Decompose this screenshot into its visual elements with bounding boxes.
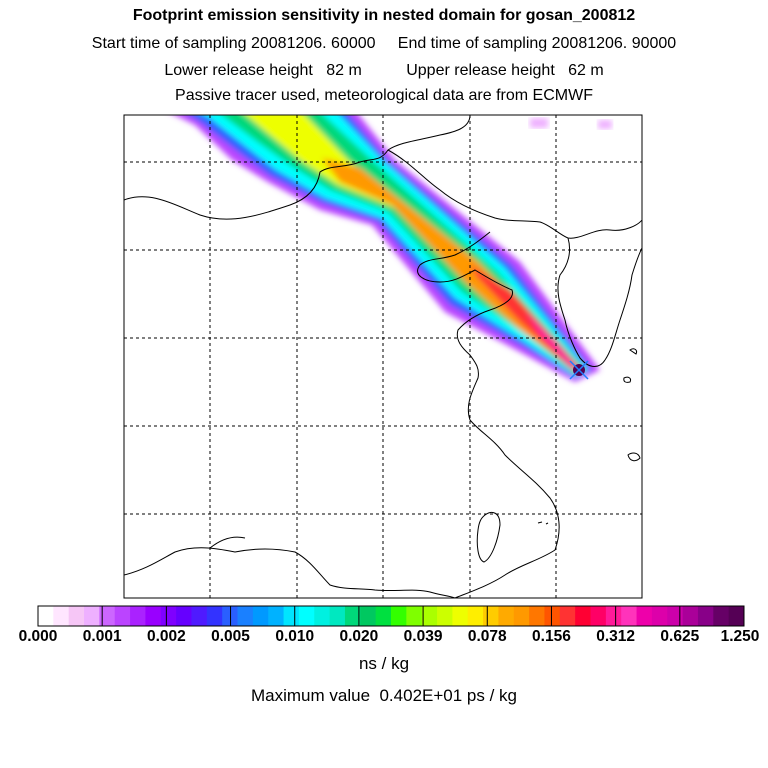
colorbar-swatch <box>160 606 177 626</box>
colorbar-swatch <box>68 606 85 626</box>
title-line-1: Footprint emission sensitivity in nested… <box>132 7 636 24</box>
colorbar-swatch <box>298 606 315 626</box>
colorbar-swatch <box>176 606 192 626</box>
colorbar-swatch <box>252 606 269 626</box>
colorbar-swatch <box>651 606 668 626</box>
plume-band-green <box>221 115 585 374</box>
colorbar-swatch <box>268 606 285 626</box>
colorbar-swatch <box>636 606 653 626</box>
colorbar-swatch <box>513 606 530 626</box>
colorbar-swatch <box>421 606 438 626</box>
colorbar-tick-label: 0.010 <box>275 628 315 645</box>
colorbar-tick-label: 0.002 <box>146 628 186 645</box>
colorbar-swatch <box>375 606 392 626</box>
colorbar-swatch <box>621 606 638 626</box>
colorbar-swatch <box>437 606 453 626</box>
colorbar-tick-label: 0.001 <box>82 628 122 645</box>
colorbar-swatch <box>452 606 469 626</box>
colorbar <box>37 605 745 627</box>
colorbar-swatch <box>206 606 223 626</box>
colorbar-swatch <box>559 606 576 626</box>
colorbar-swatch <box>467 606 484 626</box>
plume-band-yellow <box>246 115 582 372</box>
colorbar-swatch <box>145 606 162 626</box>
colorbar-swatch <box>544 606 561 626</box>
receptor-marker <box>569 360 589 380</box>
colorbar-tick-label: 1.250 <box>720 628 760 645</box>
colorbar-swatch <box>391 606 407 626</box>
plume-speck <box>530 118 548 128</box>
max-value-label: Maximum value 0.402E+01 ps / kg <box>251 686 517 705</box>
plume-layer <box>175 115 612 382</box>
colorbar-swatch <box>53 606 70 626</box>
colorbar-swatch <box>283 606 300 626</box>
colorbar-swatch <box>130 606 146 626</box>
title-line-4: Passive tracer used, meteorological data… <box>175 87 593 104</box>
colorbar-swatch <box>697 606 714 626</box>
colorbar-swatch <box>605 606 622 626</box>
colorbar-swatch <box>682 606 699 626</box>
colorbar-swatch <box>344 606 361 626</box>
colorbar-tick-label: 0.078 <box>467 628 507 645</box>
colorbar-tick-label: 0.156 <box>532 628 571 645</box>
colorbar-swatch <box>329 606 346 626</box>
colorbar-swatch <box>575 606 592 626</box>
colorbar-swatch <box>38 606 54 626</box>
colorbar-swatch <box>99 606 116 626</box>
colorbar-swatch <box>713 606 730 626</box>
map-frame <box>123 114 643 599</box>
colorbar-swatch <box>406 606 423 626</box>
colorbar-swatch <box>114 606 131 626</box>
colorbar-swatch <box>237 606 254 626</box>
plume-speck <box>598 120 612 129</box>
colorbar-tick-label: 0.625 <box>660 628 700 645</box>
colorbar-swatch <box>360 606 377 626</box>
colorbar-swatch <box>483 606 499 626</box>
map-grid <box>124 115 642 598</box>
colorbar-swatch <box>728 606 745 626</box>
title-line-3: Lower release height 82 m Upper release … <box>164 62 604 79</box>
plume-band-magenta <box>525 310 580 370</box>
colorbar-swatch <box>529 606 545 626</box>
colorbar-tick-label: 0.005 <box>211 628 250 645</box>
title-line-2: Start time of sampling 20081206. 60000 E… <box>91 35 677 52</box>
colorbar-swatch <box>498 606 515 626</box>
colorbar-swatch <box>590 606 607 626</box>
colorbar-swatch <box>314 606 331 626</box>
colorbar-tick-label: 0.020 <box>339 628 379 645</box>
colorbar-tick-label: 0.312 <box>596 628 636 645</box>
colorbar-unit-label: ns / kg <box>358 654 410 673</box>
colorbar-swatch <box>667 606 684 626</box>
colorbar-tick-label: 0.000 <box>18 628 58 645</box>
colorbar-swatch <box>84 606 100 626</box>
coastlines <box>124 115 642 598</box>
colorbar-swatch <box>191 606 208 626</box>
colorbar-tick-label: 0.039 <box>403 628 443 645</box>
